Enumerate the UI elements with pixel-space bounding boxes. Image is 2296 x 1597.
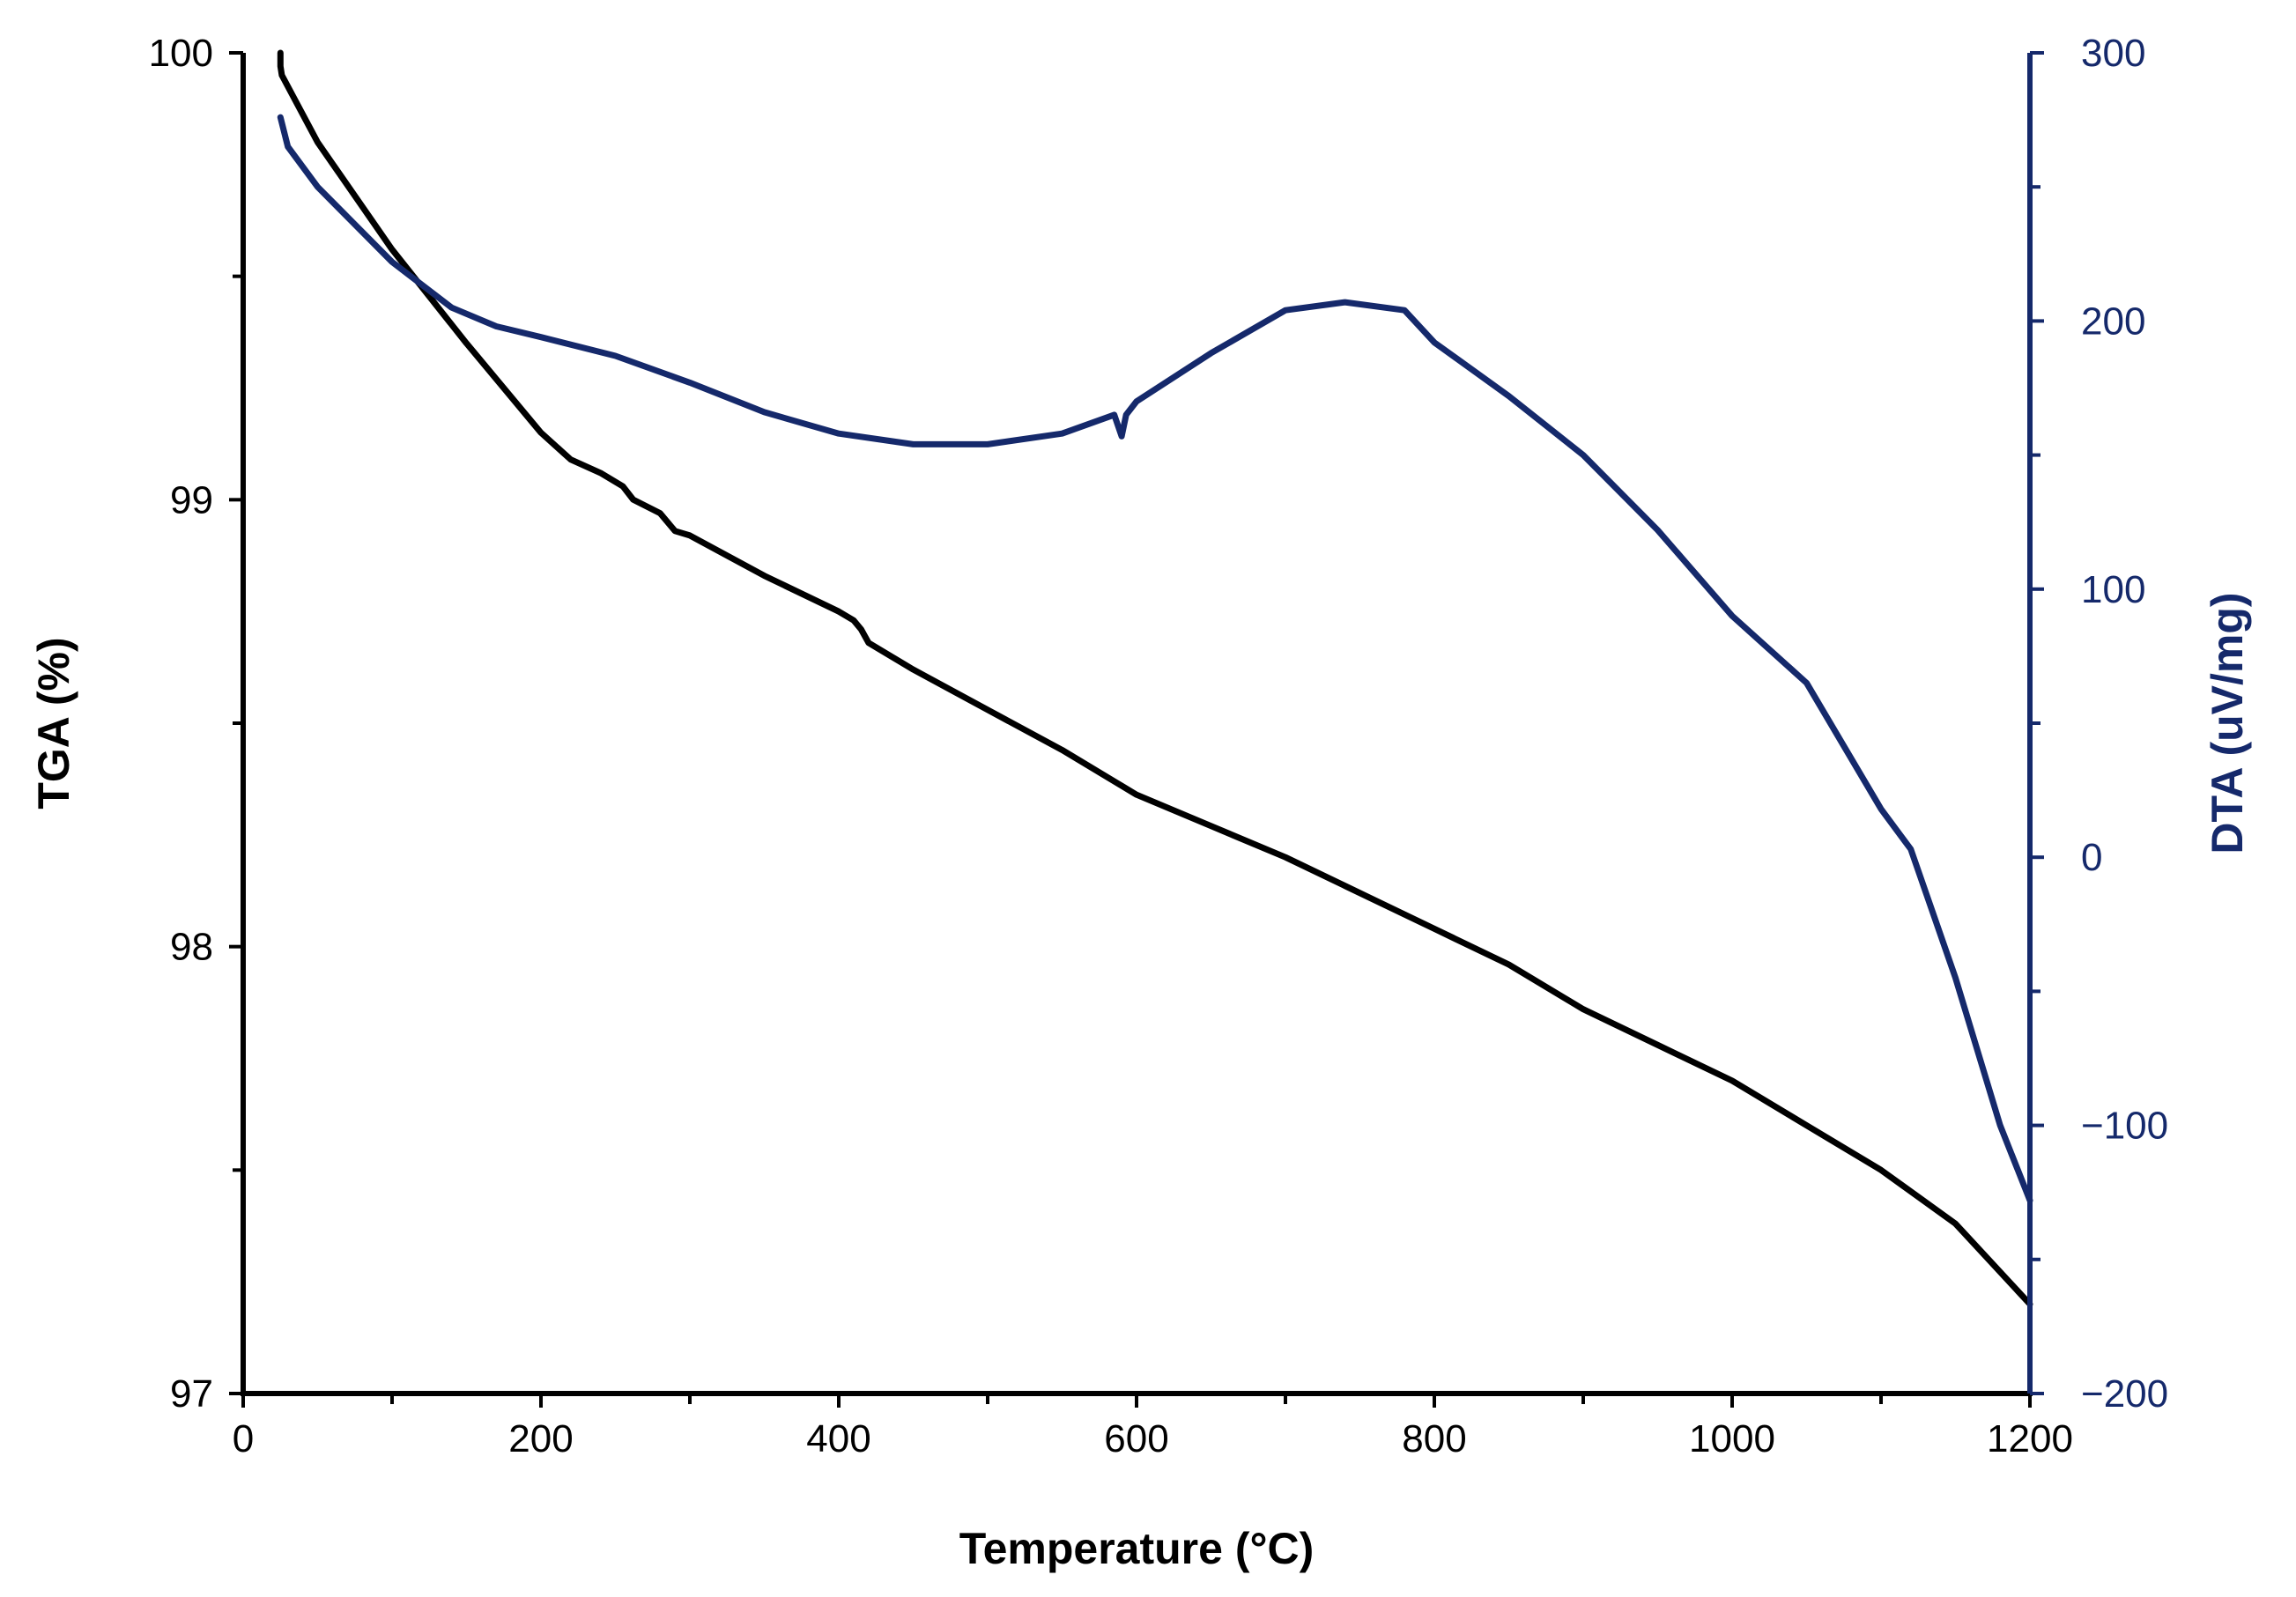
y-left-tick-label: 97 (170, 1372, 213, 1416)
y-right-tick-label: 300 (2081, 32, 2145, 75)
x-tick-label: 400 (806, 1417, 870, 1460)
y-right-tick-label: 200 (2081, 299, 2145, 343)
series-line-tga (277, 49, 2033, 1307)
x-axis-title: Temperature (°C) (959, 1524, 1314, 1573)
y-right-tick-label: −100 (2081, 1105, 2168, 1148)
y-right-tick-label: 0 (2081, 836, 2102, 879)
y-right-tick-label: −200 (2081, 1372, 2168, 1416)
x-tick-label: 0 (233, 1417, 254, 1460)
series-line-dta (277, 114, 2033, 1204)
x-tick-label: 200 (508, 1417, 573, 1460)
y-left-tick-label: 99 (170, 478, 213, 521)
x-tick-label: 1200 (1987, 1417, 2073, 1460)
x-tick-label: 1000 (1689, 1417, 1775, 1460)
series-layer (277, 49, 2033, 1307)
y-left-tick-label: 98 (170, 926, 213, 969)
ticks-layer: 0 200 400 600 800 1000 1200 97 98 99 100 −200 −100 0 1… (149, 32, 2169, 1460)
x-tick-label: 600 (1104, 1417, 1168, 1460)
y-axis-right-title: DTA (uV/mg) (2203, 592, 2252, 854)
y-left-tick-label: 100 (149, 32, 213, 75)
x-tick-label: 800 (1402, 1417, 1466, 1460)
y-right-tick-label: 100 (2081, 568, 2145, 611)
y-axis-left-title: TGA (%) (29, 637, 78, 809)
